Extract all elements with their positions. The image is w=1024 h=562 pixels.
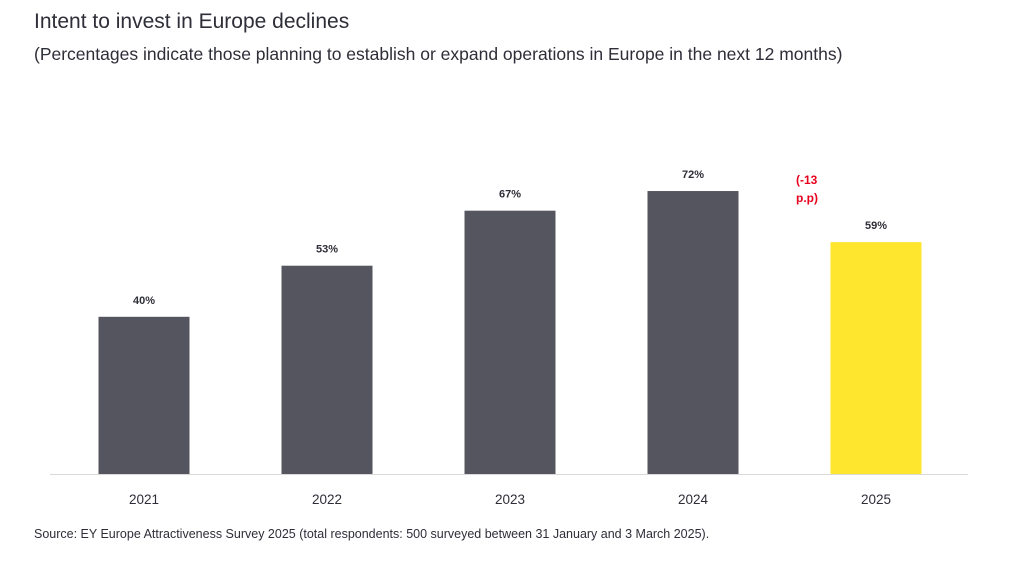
data-label-2025: 59% [865,220,887,232]
x-tick-label-2024: 2024 [678,492,709,507]
source-note: Source: EY Europe Attractiveness Survey … [34,527,710,541]
bar-2022 [281,265,373,474]
data-label-2021: 40% [133,295,155,307]
data-label-2023: 67% [499,189,521,201]
annotation-change-line-1: (-13 [796,173,818,187]
chart-subtitle: (Percentages indicate those planning to … [34,44,843,64]
x-tick-label-2021: 2021 [129,492,159,507]
x-tick-label-2022: 2022 [312,492,342,507]
bar-2021 [98,316,190,474]
annotation-change-line-2: p.p) [796,191,818,205]
bar-2024 [647,191,739,475]
x-tick-label-2023: 2023 [495,492,525,507]
chart-title: Intent to invest in Europe declines [34,10,350,33]
data-label-2024: 72% [682,169,704,181]
bar-2023 [464,210,556,474]
bar-2025 [830,242,922,474]
x-tick-label-2025: 2025 [861,492,891,507]
data-label-2022: 53% [316,244,338,256]
